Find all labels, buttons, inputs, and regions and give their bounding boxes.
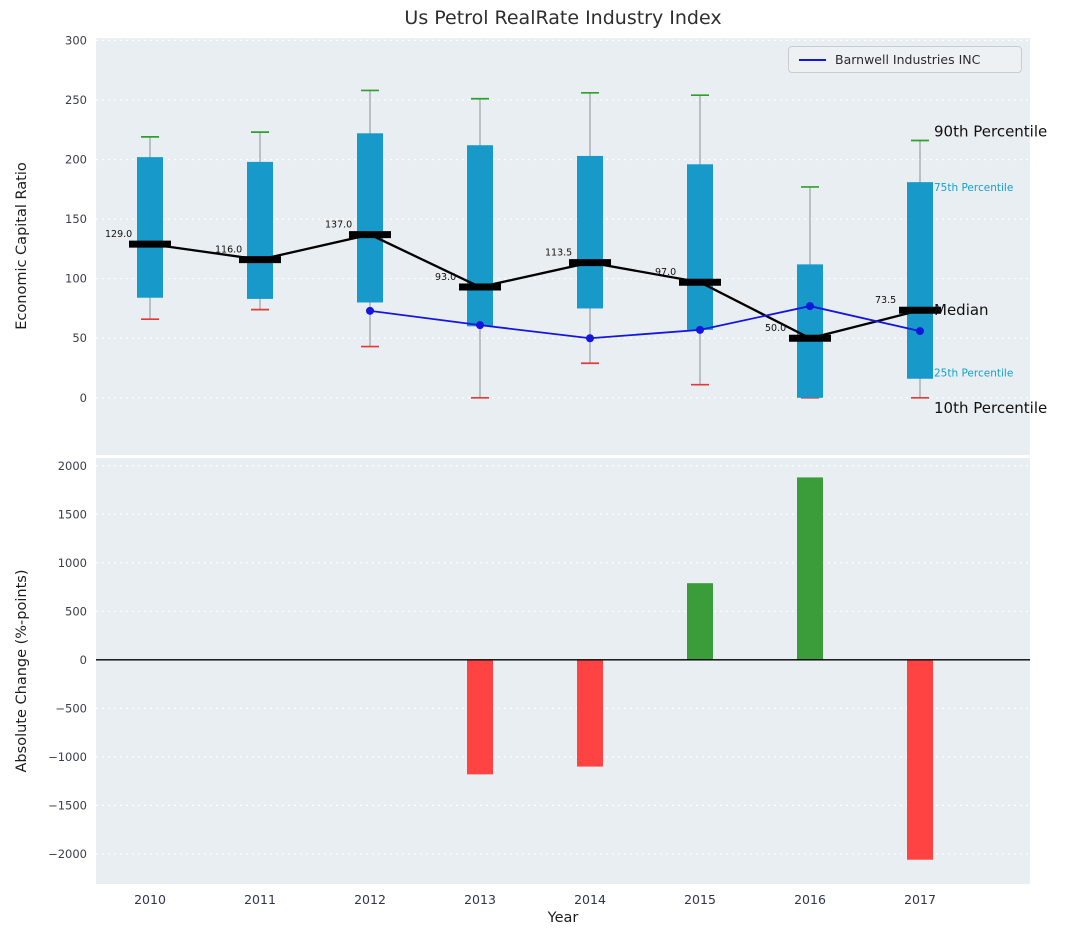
legend-line-sample xyxy=(799,58,826,61)
ylabel-economic-capital-ratio: Economic Capital Ratio xyxy=(14,162,30,330)
x-tick-label-2011: 2011 xyxy=(244,892,276,907)
xlabel-year: Year xyxy=(547,910,579,926)
box-iqr-2013 xyxy=(467,145,493,327)
y-tick-label: 100 xyxy=(65,272,87,286)
annotation-p75: 75th Percentile xyxy=(934,182,1013,194)
y-tick-label: 1000 xyxy=(58,556,87,570)
bar-2016 xyxy=(797,477,823,660)
median-value-label-2016: 50.0 xyxy=(765,323,786,334)
box-iqr-2014 xyxy=(577,155,603,309)
barnwell-point-2017 xyxy=(916,327,924,336)
y-tick-label: −2000 xyxy=(48,847,87,861)
median-value-label-2014: 113.5 xyxy=(545,248,572,259)
y-tick-label: 250 xyxy=(65,93,87,107)
y-tick-label: 0 xyxy=(80,653,87,667)
y-tick-label: 50 xyxy=(72,331,87,345)
x-tick-label-2012: 2012 xyxy=(354,892,386,907)
legend: Barnwell Industries INC xyxy=(788,46,1022,73)
barnwell-point-2014 xyxy=(586,334,594,343)
bar-2015 xyxy=(687,583,713,660)
y-tick-label: 1500 xyxy=(58,507,87,521)
y-tick-label: 500 xyxy=(65,604,87,618)
bottom-plot-area xyxy=(96,458,1030,884)
x-tick-label-2010: 2010 xyxy=(134,892,166,907)
x-tick-label-2016: 2016 xyxy=(794,892,826,907)
y-tick-label: 2000 xyxy=(58,459,87,473)
y-tick-label: −1000 xyxy=(48,750,87,764)
y-tick-label: −1500 xyxy=(48,798,87,812)
median-value-label-2012: 137.0 xyxy=(325,220,352,231)
x-tick-label-2014: 2014 xyxy=(574,892,606,907)
bar-2013 xyxy=(467,659,493,775)
median-value-label-2017: 73.5 xyxy=(875,295,896,306)
y-tick-label: 0 xyxy=(80,391,87,405)
barnwell-point-2016 xyxy=(806,302,814,311)
x-tick-label-2015: 2015 xyxy=(684,892,716,907)
median-value-label-2013: 93.0 xyxy=(435,272,456,283)
box-iqr-2016 xyxy=(797,264,823,398)
x-tick-label-2017: 2017 xyxy=(904,892,936,907)
median-value-label-2015: 97.0 xyxy=(655,267,676,278)
x-tick-label-2013: 2013 xyxy=(464,892,496,907)
annotation-p10: 10th Percentile xyxy=(934,399,1047,417)
y-tick-label: 300 xyxy=(65,33,87,47)
y-tick-label: 150 xyxy=(65,212,87,226)
chart-title: Us Petrol RealRate Industry Index xyxy=(404,7,722,29)
annotation-p25: 25th Percentile xyxy=(934,368,1013,380)
annotation-p90: 90th Percentile xyxy=(934,122,1047,140)
y-tick-label: −500 xyxy=(55,701,87,715)
box-iqr-2012 xyxy=(357,133,383,303)
box-iqr-2017 xyxy=(907,182,933,379)
box-iqr-2015 xyxy=(687,164,713,330)
barnwell-line xyxy=(369,305,921,340)
y-tick-label: 200 xyxy=(65,153,87,167)
median-value-label-2011: 116.0 xyxy=(215,245,242,256)
median-connecting-line xyxy=(149,233,921,340)
ylabel-absolute-change: Absolute Change (%-points) xyxy=(14,569,30,773)
barnwell-point-2015 xyxy=(696,325,704,334)
barnwell-point-2012 xyxy=(366,306,374,315)
annotation-median: Median xyxy=(934,301,989,319)
bar-2014 xyxy=(577,659,603,767)
bar-2017 xyxy=(907,659,933,860)
median-value-label-2010: 129.0 xyxy=(105,229,132,240)
box-iqr-2011 xyxy=(247,161,273,299)
legend-label: Barnwell Industries INC xyxy=(835,52,981,67)
box-iqr-2010 xyxy=(137,157,163,298)
barnwell-point-2013 xyxy=(476,321,484,330)
